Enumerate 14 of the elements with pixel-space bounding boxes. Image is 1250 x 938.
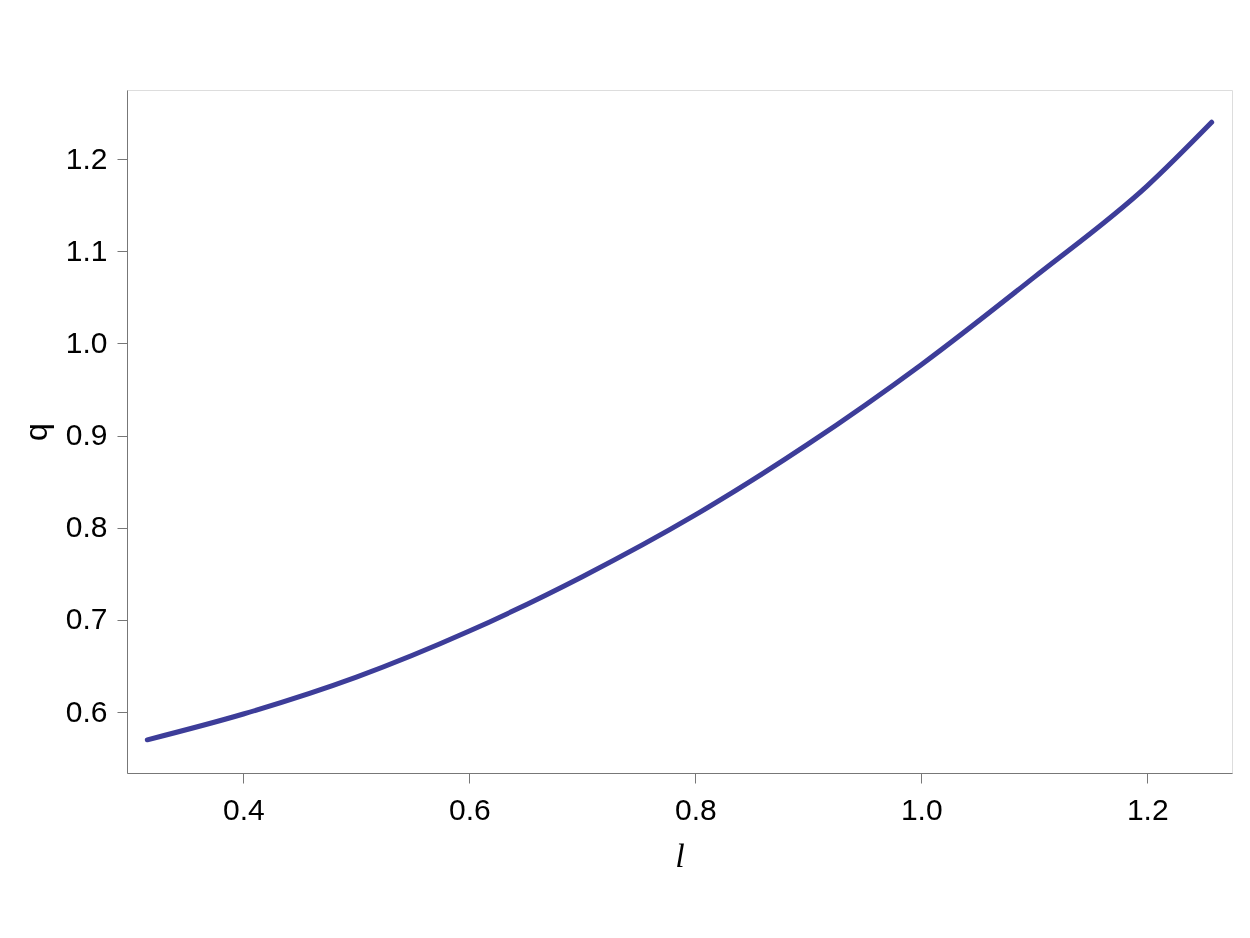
y-tick-label: 0.8 xyxy=(65,510,108,544)
y-tick-label: 1.2 xyxy=(65,141,108,175)
y-tick-label: 0.7 xyxy=(65,602,108,636)
x-tick-label: 1.0 xyxy=(900,792,943,826)
x-tick-label: 1.2 xyxy=(1126,792,1169,826)
x-tick-label: 0.4 xyxy=(223,792,265,826)
y-tick-label: 1.0 xyxy=(65,325,108,359)
y-tick-label: 1.1 xyxy=(65,233,108,267)
x-axis-title: l xyxy=(675,836,685,874)
y-tick-label: 0.9 xyxy=(65,418,108,452)
x-tick-label: 0.8 xyxy=(674,792,717,826)
x-tick-label: 0.6 xyxy=(448,792,491,826)
y-tick-label: 0.6 xyxy=(65,694,108,728)
y-axis-title: q xyxy=(17,423,54,441)
